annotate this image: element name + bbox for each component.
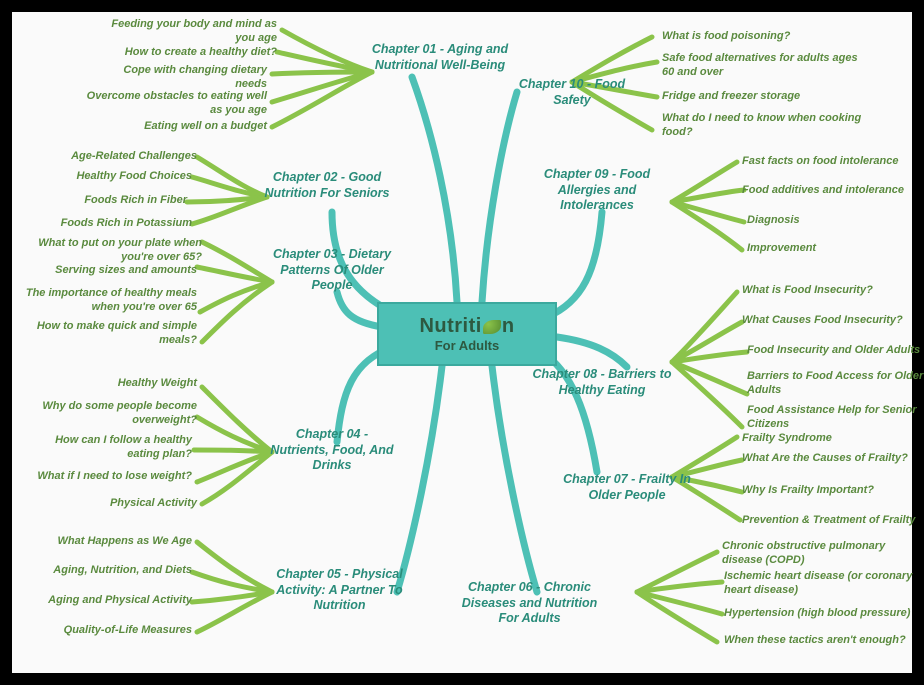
leaf: Chronic obstructive pulmonary disease (C… [722,540,922,568]
leaf: What Happens as We Age [32,535,192,549]
leaf: When these tactics aren't enough? [724,634,924,648]
leaf: Healthy Food Choices [42,170,192,184]
chapter-09: Chapter 09 - Food Allergies and Intolera… [522,167,672,214]
leaf: Food additives and intolerance [742,184,922,198]
leaf: What do I need to know when cooking food… [662,112,862,140]
chapter-08: Chapter 08 - Barriers to Healthy Eating [532,367,672,398]
leaf: What is food poisoning? [662,30,852,44]
leaf: What to put on your plate when you're ov… [32,237,202,265]
leaf: What Causes Food Insecurity? [742,314,924,328]
leaf: Overcome obstacles to eating well as you… [82,90,267,118]
leaf: Quality-of-Life Measures [32,624,192,638]
chapter-01: Chapter 01 - Aging and Nutritional Well-… [365,42,515,73]
chapter-07: Chapter 07 - Frailty In Older People [562,472,692,503]
center-title-line1: Nutritin [419,315,514,338]
leaf: Eating well on a budget [102,120,267,134]
leaf: What if I need to lose weight? [27,470,192,484]
mindmap-canvas: Nutritin For Adults Chapter 01 - Aging a… [12,12,912,673]
leaf: Improvement [747,242,897,256]
chapter-05: Chapter 05 - Physical Activity: A Partne… [267,567,412,614]
leaf: How to make quick and simple meals? [32,320,197,348]
leaf: Food Insecurity and Older Adults [747,344,924,358]
leaf: Aging and Physical Activity [32,594,192,608]
leaf: Physical Activity [67,497,197,511]
leaf: Fridge and freezer storage [662,90,862,104]
leaf: What Are the Causes of Frailty? [742,452,924,466]
leaf: Food Assistance Help for Senior Citizens [747,404,924,432]
leaf: Barriers to Food Access for Older Adults [747,370,924,398]
leaf: The importance of healthy meals when you… [22,287,197,315]
leaf: Foods Rich in Potassium [42,217,192,231]
chapter-10: Chapter 10 - Food Safety [512,77,632,108]
leaf: Age-Related Challenges [42,150,197,164]
leaf: Cope with changing dietary needs [92,64,267,92]
chapter-06: Chapter 06 - Chronic Diseases and Nutrit… [452,580,607,627]
leaf: What is Food Insecurity? [742,284,922,298]
leaf: Why Is Frailty Important? [742,484,924,498]
leaf: How to create a healthy diet? [102,46,277,60]
leaf: Healthy Weight [57,377,197,391]
center-title-line2: For Adults [435,338,500,353]
leaf: Aging, Nutrition, and Diets [32,564,192,578]
leaf: Foods Rich in Fiber [42,194,187,208]
leaf: Serving sizes and amounts [32,264,197,278]
center-node: Nutritin For Adults [377,302,557,366]
leaf: Safe food alternatives for adults ages 6… [662,52,862,80]
leaf: Frailty Syndrome [742,432,922,446]
leaf-icon [483,320,501,334]
chapter-04: Chapter 04 - Nutrients, Food, And Drinks [267,427,397,474]
leaf: Fast facts on food intolerance [742,155,922,169]
chapter-03: Chapter 03 - Dietary Patterns Of Older P… [267,247,397,294]
leaf: Diagnosis [747,214,897,228]
leaf: Ischemic heart disease (or coronary hear… [724,570,924,598]
leaf: Prevention & Treatment of Frailty [742,514,924,528]
leaf: Why do some people become overweight? [37,400,197,428]
leaf: Feeding your body and mind as you age [102,18,277,46]
leaf: How can I follow a healthy eating plan? [27,434,192,462]
chapter-02: Chapter 02 - Good Nutrition For Seniors [262,170,392,201]
leaf: Hypertension (high blood pressure) [724,607,924,621]
